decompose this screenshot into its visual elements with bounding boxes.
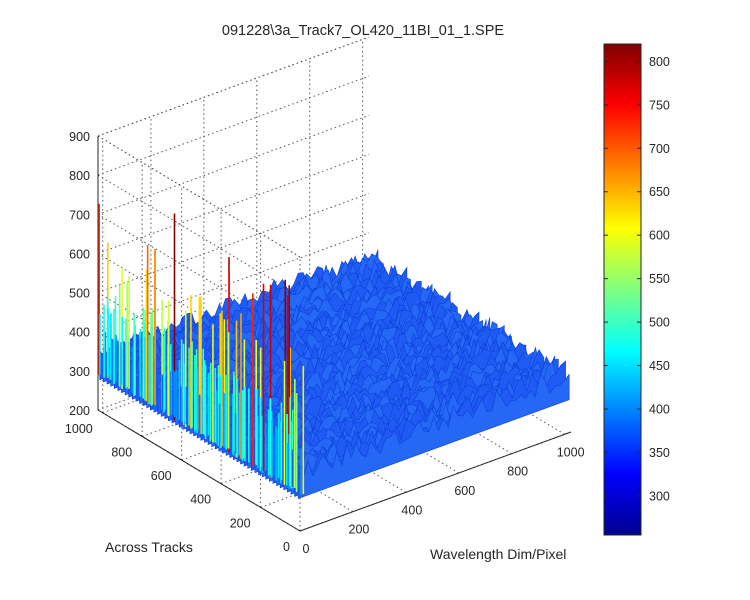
colorbar-gradient [603,43,642,536]
colorbar-tick-label: 500 [649,316,670,330]
surface-strip [297,373,570,500]
colorbar-tick-label: 650 [649,185,670,199]
colorbar-tick-label: 400 [649,402,670,416]
colorbar-tick-label: 450 [649,359,670,373]
colorbar-tick-label: 350 [649,446,670,460]
colorbar-ticks: 300 350 400 450 500 550 600 650 700 750 800 [604,55,670,503]
colorbar-tick-label: 550 [649,272,670,286]
colorbar-tick-label: 750 [649,98,670,112]
z-tick-labels: 200 300 400 500 600 700 800 900 [69,130,90,418]
y-tick-label: 400 [190,493,211,507]
y-tick-label: 1000 [65,422,93,436]
x-tick-label: 0 [303,542,310,556]
colorbar-tick-label: 800 [649,55,670,69]
z-tick-label: 200 [69,404,90,418]
z-tick-label: 700 [69,208,90,222]
z-tick-label: 300 [69,365,90,379]
grid-line [97,232,370,333]
grid-line [97,75,370,176]
z-tick-label: 600 [69,247,90,261]
z-tick-label: 400 [69,326,90,340]
colorbar-tick-label: 700 [649,142,670,156]
y-axis-line [97,409,301,532]
grid-line [97,193,370,294]
x-tick-labels: 0 200 400 600 800 1000 [303,445,585,556]
x-tick-label: 400 [401,503,422,517]
grid-line [97,213,301,336]
y-tick-label: 0 [283,540,290,554]
z-tick-label: 500 [69,287,90,301]
x-tick-label: 800 [507,465,528,479]
colorbar-tick-label: 600 [649,229,670,243]
colorbar-tick-label: 300 [649,489,670,503]
x-tick-label: 600 [454,484,475,498]
grid-line [97,174,301,297]
surface-plot [98,203,570,500]
x-axis-label: Wavelength Dim/Pixel [430,546,566,562]
z-tick-label: 800 [69,169,90,183]
y-tick-label: 600 [151,469,172,483]
x-tick-label: 1000 [557,445,585,459]
grid-line [97,114,370,215]
grid-line [97,36,370,137]
y-axis-label: Across Tracks [105,539,193,555]
y-tick-label: 200 [230,516,251,530]
z-tick-label: 900 [69,130,90,144]
x-axis-line [299,431,572,532]
y-tick-labels: 0 200 400 600 800 1000 [65,422,290,554]
colorbar: 300 350 400 450 500 550 600 650 700 750 800 [603,43,670,536]
axis-box [97,136,572,532]
chart-title: 091228\3a_Track7_OL420_11BI_01_1.SPE [222,23,504,39]
grid-line [97,153,370,254]
grid-line [97,135,301,258]
y-tick-label: 800 [111,445,132,459]
x-tick-label: 200 [349,523,370,537]
